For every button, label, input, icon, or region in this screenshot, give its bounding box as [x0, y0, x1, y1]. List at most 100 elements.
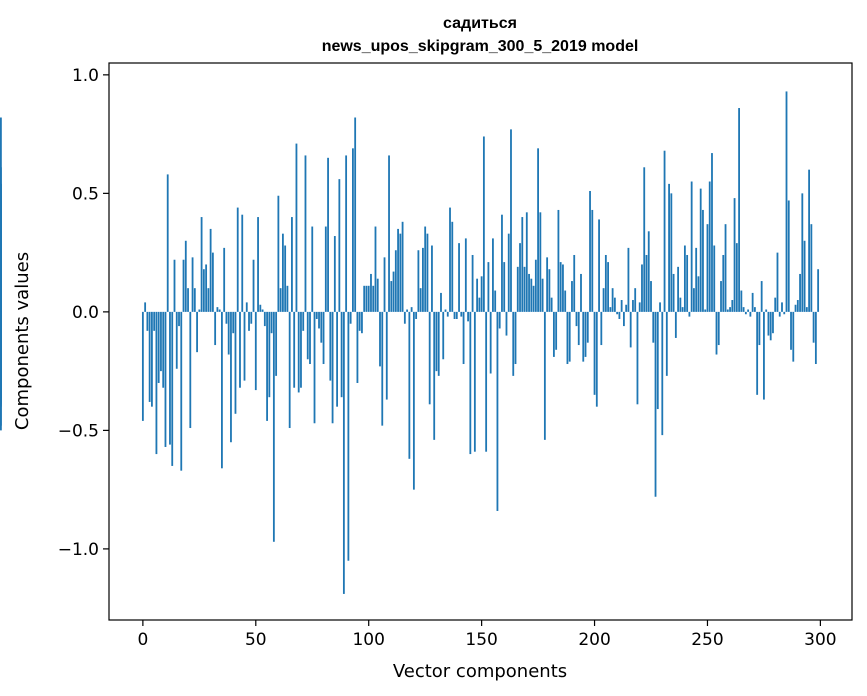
bar: [799, 273, 801, 312]
bar: [155, 311, 158, 455]
bar: [361, 311, 363, 334]
bar: [539, 212, 542, 312]
bar: [166, 174, 169, 312]
bar: [516, 266, 519, 312]
bar: [618, 311, 621, 319]
bar: [458, 243, 460, 312]
bar: [751, 292, 754, 312]
bar: [410, 307, 413, 312]
bar: [480, 276, 483, 312]
bar: [0, 311, 2, 331]
bar: [747, 309, 750, 312]
bar: [324, 226, 327, 312]
bar: [774, 297, 777, 312]
bar: [349, 311, 352, 324]
bar: [288, 311, 291, 429]
bar: [250, 311, 253, 324]
bar: [523, 266, 526, 312]
bar: [566, 311, 569, 365]
bar: [677, 266, 680, 312]
x-tick-label: 300: [804, 630, 836, 650]
bar: [638, 302, 641, 312]
bar: [512, 311, 515, 376]
bar: [422, 247, 424, 312]
bar: [347, 311, 350, 561]
bar: [817, 269, 820, 312]
bar: [564, 290, 567, 312]
bar: [419, 288, 422, 312]
bar: [492, 238, 494, 312]
bar: [573, 254, 576, 312]
bar: [444, 309, 447, 312]
bar: [740, 290, 743, 312]
bar: [656, 311, 659, 410]
bar: [426, 233, 429, 312]
bar: [753, 307, 756, 312]
chart-subtitle: news_upos_skipgram_300_5_2019 model: [322, 38, 639, 55]
bar: [796, 300, 799, 312]
bar: [313, 311, 316, 424]
bar: [562, 264, 564, 312]
bar: [460, 311, 463, 317]
bar: [557, 209, 560, 312]
bar: [171, 311, 174, 466]
bar: [252, 259, 255, 312]
bar: [284, 245, 287, 312]
bar: [390, 281, 393, 312]
bar: [514, 311, 517, 365]
bar: [586, 311, 589, 343]
bar: [498, 311, 501, 329]
bar: [225, 311, 228, 324]
bar: [681, 307, 684, 312]
bar: [623, 311, 625, 327]
bar: [616, 311, 619, 315]
bar: [198, 309, 201, 312]
bar: [659, 302, 661, 312]
bar: [205, 264, 208, 312]
bar: [758, 311, 761, 346]
bar: [417, 250, 420, 312]
bar: [266, 311, 268, 421]
x-tick-label: 100: [352, 630, 384, 650]
bar: [406, 309, 409, 312]
bar: [331, 311, 334, 424]
bar: [803, 240, 806, 312]
bar: [645, 254, 648, 312]
bar: [665, 311, 668, 376]
bar: [794, 304, 797, 312]
bar: [340, 311, 343, 398]
bar: [354, 117, 357, 312]
bar: [589, 190, 591, 312]
bar: [388, 155, 390, 312]
bar: [232, 311, 235, 334]
bar: [763, 311, 765, 400]
bar: [600, 311, 603, 346]
bar: [735, 243, 738, 312]
bar: [304, 155, 307, 312]
bar: [302, 311, 305, 331]
bar: [469, 311, 472, 455]
bar: [641, 264, 643, 312]
bar: [437, 311, 440, 376]
bar: [546, 257, 549, 312]
bar: [543, 311, 546, 440]
bar: [629, 311, 632, 348]
bar: [309, 311, 311, 365]
bar: [293, 311, 296, 388]
bar: [783, 311, 786, 315]
bar: [428, 311, 431, 405]
x-tick-label: 200: [578, 630, 610, 650]
bar: [295, 143, 298, 312]
bar: [234, 311, 237, 414]
bar: [241, 214, 244, 312]
bar: [311, 226, 314, 312]
bar: [401, 221, 404, 312]
bar: [345, 155, 348, 312]
bar: [160, 311, 162, 372]
bar: [485, 311, 488, 452]
bar: [338, 179, 341, 312]
bar: [765, 309, 768, 312]
bar: [178, 311, 180, 327]
bar: [442, 311, 445, 360]
bar: [790, 311, 792, 350]
